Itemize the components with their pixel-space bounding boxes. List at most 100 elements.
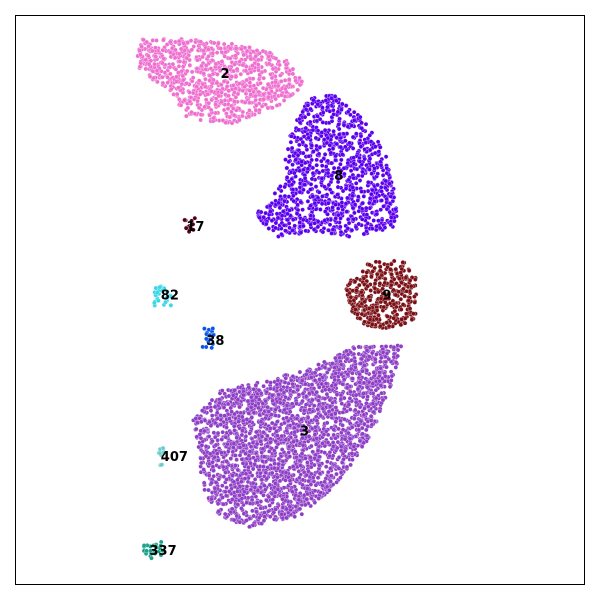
point — [267, 449, 272, 454]
point — [309, 143, 315, 148]
point — [225, 441, 230, 447]
point — [198, 39, 204, 45]
point — [316, 362, 321, 367]
point — [400, 260, 406, 265]
point — [202, 487, 207, 493]
point — [184, 68, 190, 74]
point — [196, 105, 202, 111]
point — [242, 100, 248, 105]
point — [188, 95, 194, 100]
point — [362, 319, 367, 325]
point — [316, 496, 321, 501]
point — [372, 281, 378, 286]
point — [241, 443, 246, 448]
point — [258, 80, 263, 86]
point — [344, 288, 350, 293]
point — [361, 231, 367, 237]
point — [247, 45, 252, 50]
point — [359, 125, 364, 131]
point — [340, 427, 346, 432]
point — [247, 431, 252, 436]
point — [312, 200, 318, 206]
point — [284, 415, 289, 420]
point — [219, 49, 225, 55]
point — [271, 517, 277, 522]
point — [226, 93, 231, 99]
point — [324, 192, 330, 197]
point — [300, 150, 306, 156]
point — [325, 170, 331, 176]
point — [248, 444, 254, 449]
point — [300, 139, 306, 145]
point — [287, 225, 292, 231]
point — [192, 111, 198, 117]
point — [265, 404, 270, 410]
point — [168, 303, 174, 308]
point — [246, 384, 252, 390]
point — [384, 170, 390, 176]
point — [209, 496, 214, 502]
point — [256, 515, 262, 521]
point — [232, 99, 237, 104]
point — [253, 434, 258, 440]
point — [353, 181, 359, 186]
point — [362, 147, 367, 152]
point — [230, 473, 235, 478]
point — [248, 56, 254, 62]
point — [243, 471, 249, 477]
point — [187, 90, 192, 95]
point — [180, 64, 186, 69]
point — [278, 387, 284, 393]
point — [345, 371, 351, 377]
point — [250, 480, 256, 486]
point — [318, 413, 323, 419]
point — [251, 491, 257, 496]
point — [372, 150, 378, 156]
point — [333, 419, 339, 424]
plot-frame — [15, 15, 585, 585]
point — [348, 441, 353, 447]
point — [216, 476, 222, 482]
point — [296, 497, 302, 503]
point — [226, 449, 231, 454]
point — [320, 110, 326, 115]
point — [327, 142, 333, 148]
point — [314, 436, 319, 441]
point — [294, 401, 299, 406]
point — [243, 68, 249, 74]
point — [378, 359, 383, 364]
point — [216, 41, 221, 46]
point — [231, 479, 237, 485]
point — [309, 496, 314, 501]
point — [314, 418, 320, 424]
point — [242, 476, 248, 481]
point — [206, 473, 212, 478]
point — [363, 205, 369, 211]
point — [384, 165, 390, 171]
point — [199, 63, 204, 69]
point — [300, 217, 306, 223]
point — [297, 75, 302, 81]
point — [303, 402, 309, 407]
point — [212, 434, 218, 440]
point — [402, 320, 408, 326]
point — [193, 426, 199, 432]
point — [303, 228, 308, 234]
point — [333, 435, 338, 441]
point — [275, 83, 281, 89]
point — [283, 62, 289, 68]
point — [361, 440, 366, 446]
point — [301, 187, 306, 193]
point — [292, 223, 297, 229]
point — [345, 109, 351, 115]
point — [319, 381, 325, 387]
point — [364, 368, 370, 373]
point — [265, 444, 270, 449]
point — [291, 439, 296, 444]
point — [255, 62, 261, 67]
point — [407, 278, 413, 283]
point — [357, 178, 363, 183]
point — [231, 68, 236, 74]
point — [333, 202, 338, 207]
point — [198, 117, 203, 123]
